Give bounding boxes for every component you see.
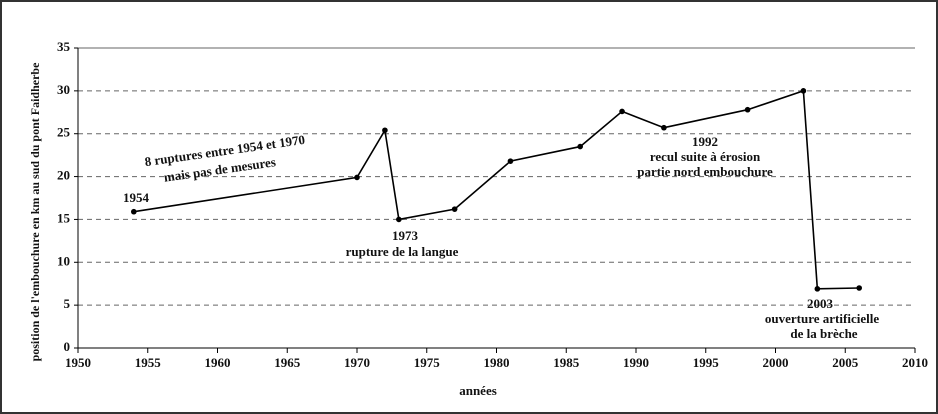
x-tick-label: 2010	[902, 355, 928, 370]
y-tick-label: 5	[64, 296, 71, 311]
annotation: recul suite à érosion	[650, 149, 761, 164]
annotation: 2003	[807, 296, 834, 311]
data-point	[131, 208, 137, 215]
y-tick-label: 10	[57, 253, 70, 268]
annotation: 1973	[392, 228, 419, 243]
x-tick-label: 1950	[65, 355, 91, 370]
data-point	[382, 127, 388, 134]
y-axis-label: position de l'embouchure en km au sud du…	[28, 62, 42, 362]
data-point	[451, 206, 458, 212]
data-point	[800, 88, 807, 94]
x-tick-label: 1970	[344, 355, 370, 370]
annotation: partie nord embouchure	[637, 164, 773, 179]
x-tick-label: 1980	[484, 355, 510, 370]
y-tick-label: 15	[57, 210, 71, 225]
x-tick-label: 1990	[623, 355, 649, 370]
x-tick-label: 1960	[205, 355, 231, 370]
data-point	[507, 158, 514, 164]
x-tick-label: 1985	[553, 355, 580, 370]
x-tick-label: 2005	[832, 355, 859, 370]
y-tick-label: 30	[57, 82, 70, 97]
annotation: ouverture artificielle	[765, 311, 879, 326]
y-tick-label: 20	[57, 168, 70, 183]
data-point	[577, 143, 583, 150]
x-tick-label: 1965	[274, 355, 301, 370]
data-point	[619, 108, 625, 115]
data-point	[814, 286, 821, 292]
data-point	[744, 106, 751, 113]
y-tick-label: 35	[57, 39, 71, 54]
x-tick-label: 1955	[135, 355, 162, 370]
y-tick-label: 0	[64, 339, 71, 354]
data-point	[661, 124, 667, 131]
x-tick-label: 1975	[414, 355, 441, 370]
x-axis-label: années	[459, 383, 497, 398]
annotation: rupture de la langue	[346, 244, 459, 259]
annotation: 1954	[123, 190, 150, 205]
x-tick-label: 1995	[693, 355, 720, 370]
x-tick-label: 2000	[763, 355, 789, 370]
data-point	[354, 174, 360, 181]
data-point	[396, 216, 402, 223]
data-point	[856, 285, 862, 291]
y-tick-label: 25	[57, 125, 71, 140]
annotation: 1992	[692, 134, 718, 149]
annotation: de la brèche	[790, 326, 857, 341]
